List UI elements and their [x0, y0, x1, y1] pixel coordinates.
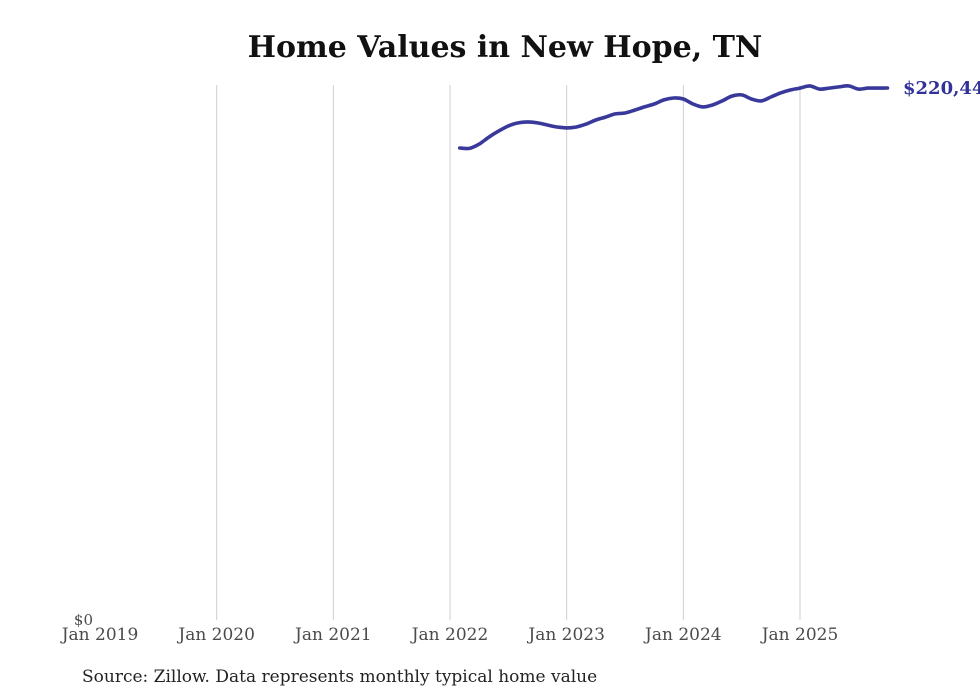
- x-axis-tick-label: Jan 2021: [293, 625, 372, 645]
- x-axis-tick-label: Jan 2025: [760, 625, 839, 645]
- line-end-value-label: $220,443: [903, 78, 980, 99]
- y-axis-zero-label: $0: [74, 611, 93, 629]
- x-axis-tick-label: Jan 2023: [526, 625, 605, 645]
- x-axis-tick-label: Jan 2022: [410, 625, 489, 645]
- x-axis-tick-label: Jan 2020: [176, 625, 255, 645]
- vertical-gridlines: [216, 85, 801, 620]
- source-note: Source: Zillow. Data represents monthly …: [82, 667, 597, 687]
- x-axis-tick-labels: Jan 2019 Jan 2020 Jan 2021 Jan 2022 Jan 2023…: [60, 625, 839, 645]
- x-axis-tick-label: Jan 2024: [643, 625, 722, 645]
- chart-title: Home Values in New Hope, TN: [248, 30, 763, 65]
- home-value-line: [457, 84, 890, 151]
- x-axis-tick-label: Jan 2019: [60, 625, 139, 645]
